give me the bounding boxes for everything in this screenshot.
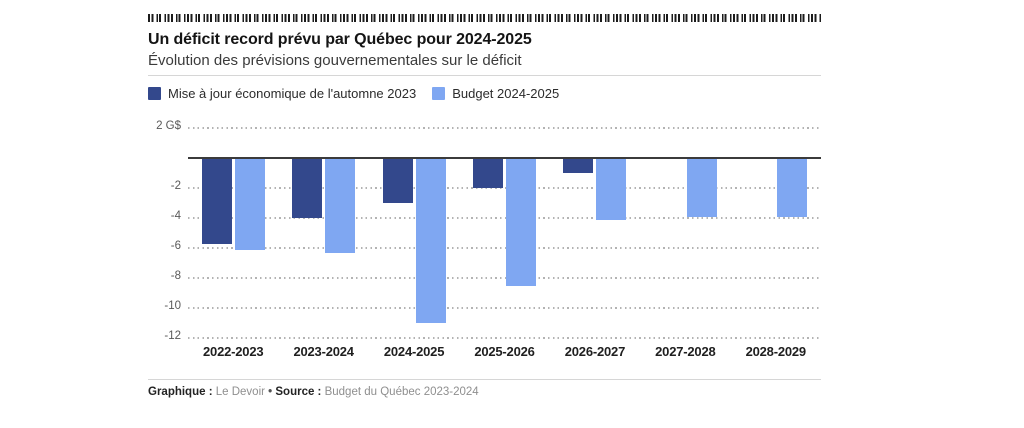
footer-divider: [148, 379, 821, 380]
x-axis-label: 2028-2029: [745, 344, 807, 359]
graphic-credit-value: Le Devoir: [215, 386, 265, 398]
y-tick-label: -6: [170, 240, 181, 252]
x-axis-label: 2023-2024: [293, 344, 354, 359]
gridline-y-12: [188, 337, 821, 339]
bar-2024-2025-series1: [415, 158, 446, 323]
legend-label-budget: Budget 2024-2025: [452, 86, 560, 101]
attribution-line: Graphique : Le Devoir • Source : Budget …: [148, 386, 479, 398]
chart-legend: Mise à jour économique de l'automne 2023…: [148, 86, 559, 101]
graphic-credit-label: Graphique :: [148, 386, 216, 398]
legend-swatch-light-blue: [432, 87, 446, 100]
grouped-bar-chart: 2 G$ -2 -4 -6 -8 -10 -12 2022-2023 2023-2024 2024…: [148, 114, 821, 360]
source-label: Source :: [275, 386, 325, 398]
gridline-y-4: [188, 217, 821, 219]
bar-2022-2023-series1: [234, 158, 265, 250]
bar-2025-2026-series0: [473, 158, 503, 188]
bar-2024-2025-series0: [382, 158, 413, 203]
legend-label-mise-a-jour: Mise à jour économique de l'automne 2023: [168, 86, 417, 101]
legend-item-budget: Budget 2024-2025: [432, 86, 559, 101]
bar-2028-2029-series1: [777, 158, 808, 217]
gridline-y-6: [188, 247, 821, 249]
legend-item-mise-a-jour: Mise à jour économique de l'automne 2023: [148, 86, 416, 101]
deficit-chart-figure: Un déficit record prévu par Québec pour …: [148, 14, 821, 414]
bar-2023-2024-series0: [292, 158, 323, 218]
y-tick-label: -10: [164, 300, 181, 312]
x-axis-label: 2026-2027: [564, 344, 626, 359]
y-tick-label: -8: [170, 270, 181, 282]
x-axis-zero-line: [188, 157, 821, 159]
credit-separator: •: [264, 386, 276, 398]
header-divider: [148, 75, 821, 76]
x-axis-label: 2024-2025: [383, 344, 445, 359]
x-axis-label: 2027-2028: [655, 344, 716, 359]
gridline-y-8: [188, 277, 821, 279]
gridline-y-2: [188, 187, 821, 189]
chart-subtitle: Évolution des prévisions gouvernementale…: [148, 52, 522, 69]
source-value: Budget du Québec 2023-2024: [324, 386, 479, 398]
bar-2022-2023-series0: [201, 158, 232, 244]
bar-2025-2026-series1: [506, 158, 536, 286]
gridline-y-10: [188, 307, 821, 309]
y-tick-label: -4: [170, 210, 181, 222]
y-tick-label: -12: [164, 330, 181, 342]
y-tick-label: 2 G$: [156, 120, 181, 132]
chart-title: Un déficit record prévu par Québec pour …: [148, 31, 532, 48]
bar-2023-2024-series1: [325, 158, 356, 253]
bar-2027-2028-series1: [686, 158, 717, 217]
bar-2026-2027-series0: [563, 158, 594, 173]
legend-swatch-dark-blue: [148, 87, 161, 100]
y-tick-label: -2: [170, 180, 181, 192]
decorative-barcode-strip: [148, 14, 821, 22]
gridline-y2: [188, 127, 821, 129]
x-axis-label: 2022-2023: [203, 344, 264, 359]
bar-2026-2027-series1: [596, 158, 627, 220]
x-axis-label: 2025-2026: [474, 344, 535, 359]
